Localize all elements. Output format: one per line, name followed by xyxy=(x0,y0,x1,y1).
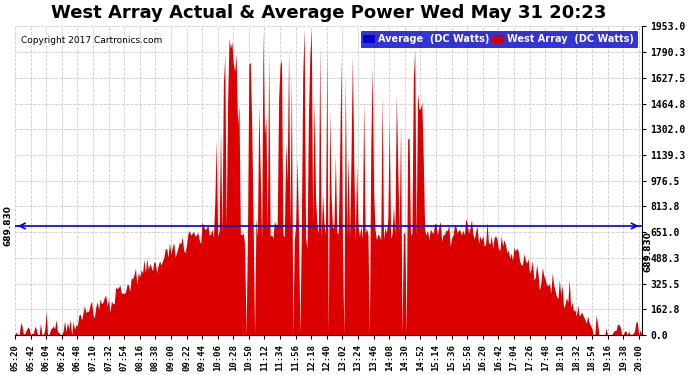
Text: 689.830: 689.830 xyxy=(644,231,653,272)
Text: Copyright 2017 Cartronics.com: Copyright 2017 Cartronics.com xyxy=(21,36,163,45)
Legend: Average  (DC Watts), West Array  (DC Watts): Average (DC Watts), West Array (DC Watts… xyxy=(361,32,637,47)
Text: 689.830: 689.830 xyxy=(4,206,13,246)
Title: West Array Actual & Average Power Wed May 31 20:23: West Array Actual & Average Power Wed Ma… xyxy=(50,4,606,22)
